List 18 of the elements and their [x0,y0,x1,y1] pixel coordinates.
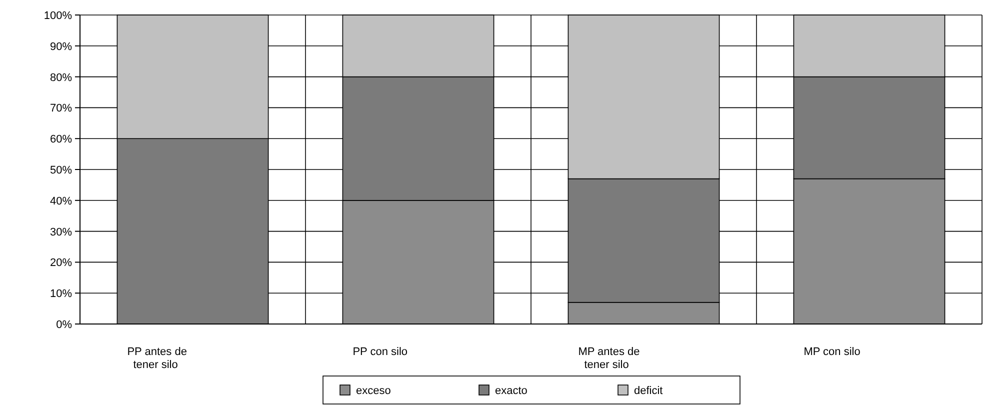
x-tick-label: PP con silo [352,346,408,358]
x-tick-label: MP antes de tener silo [578,346,640,371]
y-tick-label: 20% [50,257,72,270]
legend-label: exacto [495,385,528,397]
y-tick-label: 10% [50,288,72,300]
y-tick-label: 60% [50,134,72,146]
y-tick-label: 70% [50,102,72,115]
y-tick-label: 90% [50,40,72,53]
y-tick-label: 0% [56,319,72,331]
y-tick-label: 50% [50,164,72,176]
legend-label: exceso [356,385,391,397]
y-tick-label: 80% [50,72,72,84]
y-tick-label: 40% [50,195,72,208]
x-tick-label: MP con silo [804,346,860,358]
legend-label: deficit [634,385,663,397]
y-tick-label: 30% [50,226,72,238]
x-tick-label: PP antes de tener silo [127,346,187,371]
y-tick-label: 100% [44,10,72,22]
